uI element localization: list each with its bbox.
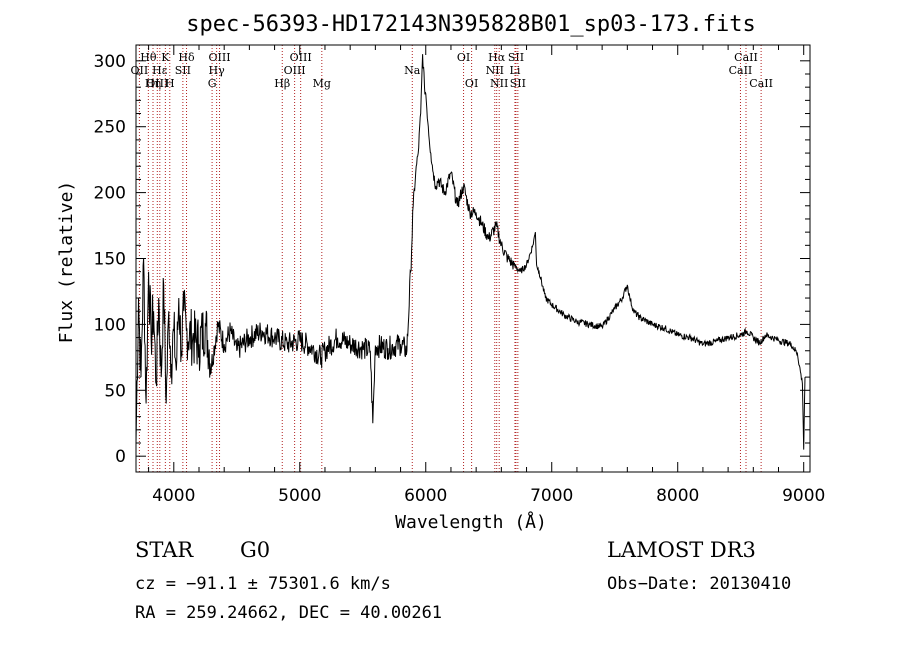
line-marker-label: Li	[510, 64, 521, 77]
line-marker-label: OIII	[146, 77, 168, 90]
x-axis-label: Wavelength (Å)	[395, 511, 547, 533]
survey-name: LAMOST DR3	[607, 538, 756, 562]
redshift-velocity: cz = −91.1 ± 75301.6 km/s	[135, 574, 391, 594]
line-marker-label: SII	[175, 64, 191, 77]
line-marker-label: Hα	[488, 51, 506, 64]
coordinates: RA = 259.24662, DEC = 40.00261	[135, 603, 443, 623]
y-tick-label: 100	[94, 315, 126, 335]
object-subclass: G0	[240, 538, 271, 562]
y-axis-label: Flux (relative)	[56, 181, 77, 344]
line-marker-label: CaII	[734, 51, 758, 64]
observation-date: Obs−Date: 20130410	[607, 574, 792, 594]
line-marker-label: OI	[457, 51, 470, 64]
line-marker-label: OIII	[208, 51, 230, 64]
x-tick-label: 8000	[656, 486, 699, 506]
line-marker-label: OIII	[290, 51, 312, 64]
line-marker-label: Hγ	[209, 64, 226, 77]
y-tick-label: 0	[115, 447, 126, 467]
line-marker-label: Hε	[152, 64, 168, 77]
line-marker-label: SII	[508, 51, 524, 64]
line-marker-label: OI	[465, 77, 478, 90]
line-marker-label: OII	[131, 64, 149, 77]
y-tick-label: 300	[94, 52, 126, 72]
line-marker-label: NII	[490, 77, 508, 90]
line-marker-label: Hη	[145, 77, 161, 90]
line-marker-label: CaII	[749, 77, 773, 90]
object-class: STAR	[135, 538, 194, 562]
spectrum-line	[135, 54, 806, 450]
plot-frame	[135, 44, 811, 473]
line-marker-label: Mg	[313, 77, 331, 90]
x-tick-label: 4000	[152, 486, 195, 506]
line-marker-label: H	[165, 77, 175, 90]
line-marker-label: G	[208, 77, 217, 90]
ticks-layer: 4000 5000 6000 7000 8000 9000 0 50 100 150 200 250 3…	[94, 45, 825, 506]
line-marker-label: Na	[404, 64, 421, 77]
data-layer	[135, 54, 806, 450]
line-marker-label: OIII	[284, 64, 306, 77]
line-marker-label: NII	[486, 64, 504, 77]
y-tick-label: 250	[94, 118, 126, 138]
line-marker-label: Hδ	[178, 51, 195, 64]
line-marker-label: K	[161, 51, 170, 64]
chart-title: spec-56393-HD172143N395828B01_sp03-173.f…	[186, 12, 756, 37]
y-tick-label: 200	[94, 184, 126, 204]
line-marker-label: Hβ	[274, 77, 290, 90]
x-tick-label: 7000	[530, 486, 573, 506]
y-tick-label: 150	[94, 250, 126, 270]
line-marker-label: CaII	[729, 64, 753, 77]
line-marker-label: SII	[510, 77, 526, 90]
x-tick-label: 5000	[278, 486, 321, 506]
y-tick-label: 50	[104, 381, 126, 401]
x-tick-label: 9000	[782, 486, 825, 506]
line-marker-label: Hθ	[140, 51, 157, 64]
x-tick-label: 6000	[404, 486, 447, 506]
